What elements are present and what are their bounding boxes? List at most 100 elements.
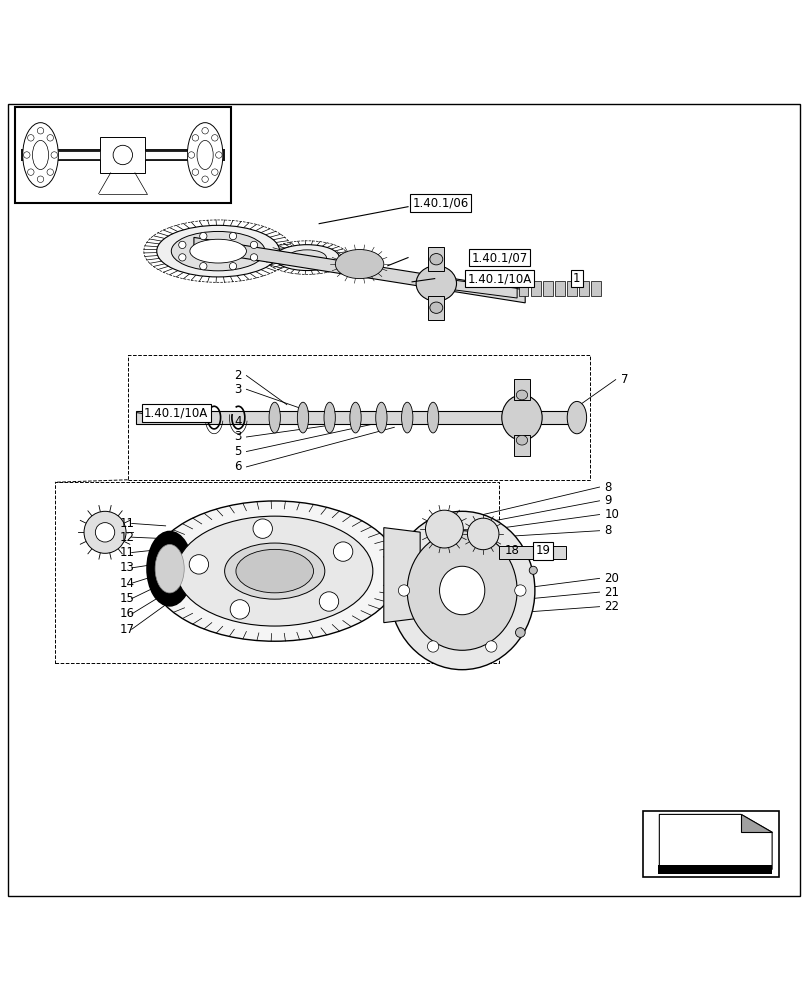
Bar [543,281,553,296]
Circle shape [192,135,199,141]
Circle shape [47,135,53,141]
Circle shape [319,592,339,611]
Ellipse shape [407,531,517,650]
Ellipse shape [350,402,361,433]
Ellipse shape [335,250,384,279]
Circle shape [192,169,199,175]
Ellipse shape [147,532,192,606]
Ellipse shape [416,266,457,301]
Bar [100,137,145,173]
Text: 7: 7 [621,373,628,386]
Circle shape [229,263,237,270]
Text: 12: 12 [120,531,135,544]
Circle shape [27,169,34,175]
Bar [58,151,100,159]
Circle shape [37,176,44,182]
Ellipse shape [269,402,280,433]
Ellipse shape [225,543,325,599]
Ellipse shape [516,390,528,400]
Polygon shape [194,237,525,303]
Circle shape [84,511,126,553]
Polygon shape [741,814,772,832]
Text: 11: 11 [120,517,135,530]
Circle shape [200,232,207,240]
Circle shape [516,628,525,637]
Ellipse shape [275,245,339,271]
Bar [145,151,187,159]
Circle shape [179,241,186,249]
Ellipse shape [155,544,184,593]
Polygon shape [384,528,420,623]
Circle shape [95,523,115,542]
Ellipse shape [427,402,439,433]
Bar [555,281,565,296]
Text: 5: 5 [234,445,242,458]
Ellipse shape [32,140,48,170]
Text: 19: 19 [536,544,550,557]
Polygon shape [658,865,772,874]
Circle shape [37,128,44,134]
Ellipse shape [430,254,443,265]
Text: 6: 6 [234,460,242,473]
Ellipse shape [502,395,542,440]
Bar [514,379,530,400]
Circle shape [398,585,410,596]
Polygon shape [448,279,517,298]
Circle shape [27,135,34,141]
Ellipse shape [389,511,535,670]
Ellipse shape [297,402,309,433]
Circle shape [179,254,186,261]
Circle shape [229,232,237,240]
Text: 1.40.1/07: 1.40.1/07 [471,251,528,264]
Text: 22: 22 [604,600,620,613]
Circle shape [334,542,353,561]
Circle shape [212,169,218,175]
Text: 16: 16 [120,607,135,620]
Ellipse shape [324,402,335,433]
Bar [514,435,530,456]
Text: 14: 14 [120,577,135,590]
Circle shape [230,600,250,619]
Text: 10: 10 [604,508,619,521]
Bar [15,107,231,203]
Ellipse shape [187,123,223,187]
Bar [567,281,577,296]
Text: 3: 3 [234,430,242,443]
Circle shape [250,241,258,249]
Circle shape [200,263,207,270]
Text: 1.40.1/10A: 1.40.1/10A [144,406,208,419]
Bar [428,247,444,271]
Bar [579,281,589,296]
Circle shape [216,152,222,158]
Ellipse shape [402,402,413,433]
Ellipse shape [177,516,372,626]
Ellipse shape [236,549,314,593]
Text: 4: 4 [234,415,242,428]
Ellipse shape [376,402,387,433]
Circle shape [250,254,258,261]
Circle shape [47,169,53,175]
Circle shape [189,555,208,574]
Bar [136,411,570,424]
Bar [428,296,444,320]
Bar [591,281,601,296]
Circle shape [427,641,439,652]
Circle shape [202,176,208,182]
Circle shape [486,641,497,652]
Text: 9: 9 [604,494,612,507]
Ellipse shape [440,566,485,615]
Circle shape [23,152,30,158]
Text: 18: 18 [504,544,519,557]
Circle shape [253,519,272,538]
Ellipse shape [149,501,400,641]
Text: 20: 20 [604,572,619,585]
Ellipse shape [197,140,213,170]
Ellipse shape [288,250,326,265]
Bar [643,811,779,877]
Text: 11: 11 [120,546,135,559]
Text: 13: 13 [120,561,134,574]
Circle shape [202,128,208,134]
Text: 2: 2 [234,369,242,382]
Text: 8: 8 [604,481,612,494]
Text: 3: 3 [234,383,242,396]
